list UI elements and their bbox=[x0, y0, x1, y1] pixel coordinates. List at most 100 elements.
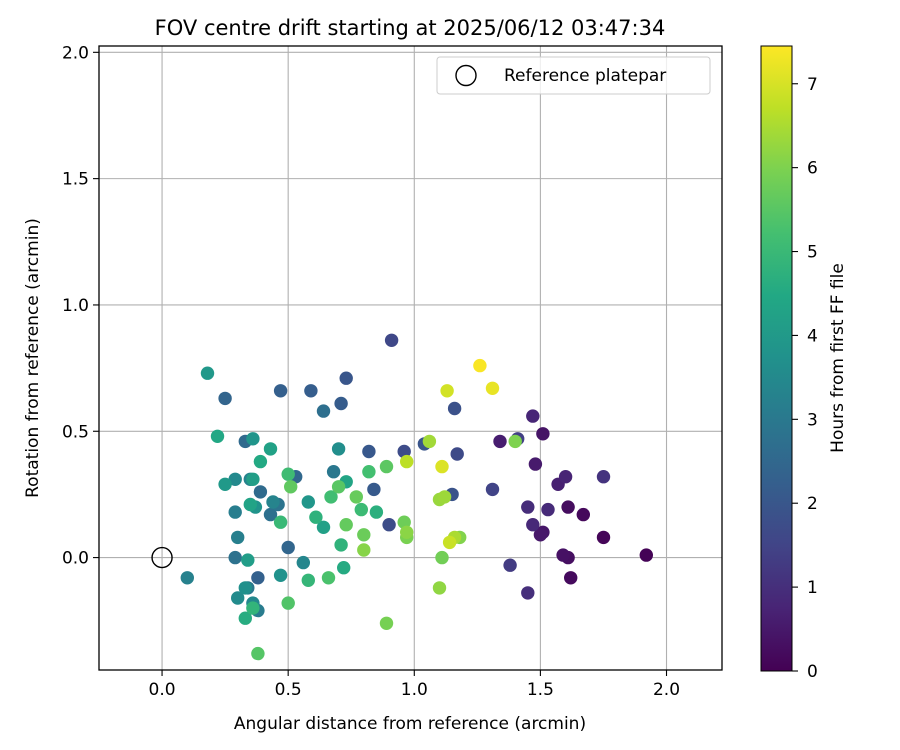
x-tick-label: 2.0 bbox=[653, 680, 680, 700]
data-point bbox=[493, 434, 507, 449]
reference-marker-layer bbox=[151, 546, 173, 569]
plot-frame bbox=[98, 45, 723, 671]
data-point bbox=[284, 480, 298, 494]
legend-marker-icon bbox=[455, 64, 477, 87]
data-point bbox=[331, 480, 346, 494]
legend: Reference platepar bbox=[436, 56, 711, 95]
colorbar-label: Hours from first FF file bbox=[828, 263, 848, 453]
data-point bbox=[218, 391, 232, 406]
data-point bbox=[241, 553, 255, 567]
data-point bbox=[440, 384, 454, 398]
data-point bbox=[442, 535, 457, 550]
data-point bbox=[238, 581, 252, 595]
data-point bbox=[397, 515, 411, 529]
data-point bbox=[521, 586, 535, 600]
data-point bbox=[447, 401, 462, 416]
data-point bbox=[369, 505, 384, 519]
data-point bbox=[281, 467, 295, 481]
data-point bbox=[324, 490, 338, 504]
data-point bbox=[246, 601, 260, 615]
y-axis: 0.0 0.5 1.0 1.5 2.0 bbox=[62, 43, 99, 569]
data-point bbox=[251, 646, 265, 661]
data-point bbox=[273, 568, 288, 582]
data-point bbox=[301, 573, 315, 587]
data-point bbox=[331, 442, 346, 456]
colorbar: 0 1 2 3 4 5 6 7 Hours from first FF file bbox=[760, 45, 848, 682]
colorbar-tick-label: 6 bbox=[807, 159, 818, 179]
data-point bbox=[228, 472, 242, 486]
data-point bbox=[379, 459, 394, 474]
data-point bbox=[362, 444, 376, 459]
data-point bbox=[218, 477, 232, 491]
data-point bbox=[273, 515, 288, 529]
colorbar-tick-label: 5 bbox=[807, 243, 818, 263]
chart-title: FOV centre drift starting at 2025/06/12 … bbox=[155, 16, 666, 40]
data-point bbox=[228, 505, 242, 519]
x-axis: 0.0 0.5 1.0 1.5 2.0 bbox=[149, 670, 680, 700]
data-point bbox=[432, 581, 447, 595]
colorbar-tick-label: 7 bbox=[807, 75, 818, 95]
colorbar-gradient bbox=[760, 45, 793, 672]
y-axis-label: Rotation from reference (arcmin) bbox=[23, 218, 43, 498]
data-point bbox=[281, 540, 295, 555]
colorbar-tick-label: 3 bbox=[807, 410, 818, 430]
data-point bbox=[263, 507, 278, 522]
data-point bbox=[228, 550, 242, 565]
data-point bbox=[316, 520, 331, 534]
data-point bbox=[362, 465, 376, 479]
legend-box bbox=[436, 56, 711, 95]
colorbar-tick-label: 0 bbox=[807, 662, 818, 682]
data-point bbox=[422, 434, 437, 449]
data-point bbox=[251, 571, 265, 585]
data-point bbox=[596, 530, 611, 545]
data-point bbox=[246, 432, 260, 446]
data-point bbox=[243, 497, 257, 512]
colorbar-tick-label: 4 bbox=[807, 326, 818, 346]
data-point bbox=[639, 548, 653, 562]
x-tick-label: 1.5 bbox=[527, 680, 554, 700]
data-point bbox=[473, 358, 487, 373]
data-point bbox=[382, 518, 396, 532]
data-point bbox=[508, 434, 522, 449]
y-tick-label: 0.5 bbox=[62, 422, 89, 442]
colorbar-tick-label: 1 bbox=[807, 578, 818, 598]
data-point bbox=[321, 571, 336, 585]
data-point bbox=[556, 548, 570, 562]
data-point bbox=[541, 502, 555, 517]
x-tick-label: 0.5 bbox=[275, 680, 302, 700]
data-point bbox=[337, 561, 351, 575]
data-point bbox=[334, 396, 348, 411]
data-point bbox=[253, 454, 268, 469]
data-point bbox=[558, 470, 573, 484]
grid bbox=[99, 46, 722, 670]
data-point bbox=[316, 404, 331, 418]
colorbar-ticks: 0 1 2 3 4 5 6 7 bbox=[792, 75, 818, 682]
data-point bbox=[564, 571, 578, 585]
data-point bbox=[400, 525, 414, 539]
x-tick-label: 1.0 bbox=[401, 680, 428, 700]
data-point bbox=[238, 611, 252, 625]
data-point bbox=[281, 596, 295, 610]
data-point bbox=[367, 482, 381, 497]
data-point bbox=[263, 442, 278, 456]
data-point bbox=[309, 510, 323, 524]
data-point bbox=[379, 616, 394, 630]
data-point bbox=[596, 470, 611, 484]
data-point bbox=[246, 472, 260, 486]
data-point bbox=[180, 571, 194, 585]
data-point bbox=[485, 381, 500, 395]
data-point bbox=[349, 490, 363, 504]
data-point bbox=[384, 333, 399, 347]
data-point bbox=[533, 528, 548, 542]
y-tick-label: 2.0 bbox=[62, 43, 89, 63]
data-point bbox=[301, 495, 315, 509]
data-point bbox=[435, 459, 449, 474]
data-point bbox=[253, 485, 268, 499]
y-tick-label: 1.5 bbox=[62, 170, 89, 190]
x-tick-label: 0.0 bbox=[149, 680, 176, 700]
data-point bbox=[231, 591, 245, 605]
data-point bbox=[200, 366, 215, 380]
data-point bbox=[561, 500, 575, 514]
data-point bbox=[273, 384, 288, 398]
